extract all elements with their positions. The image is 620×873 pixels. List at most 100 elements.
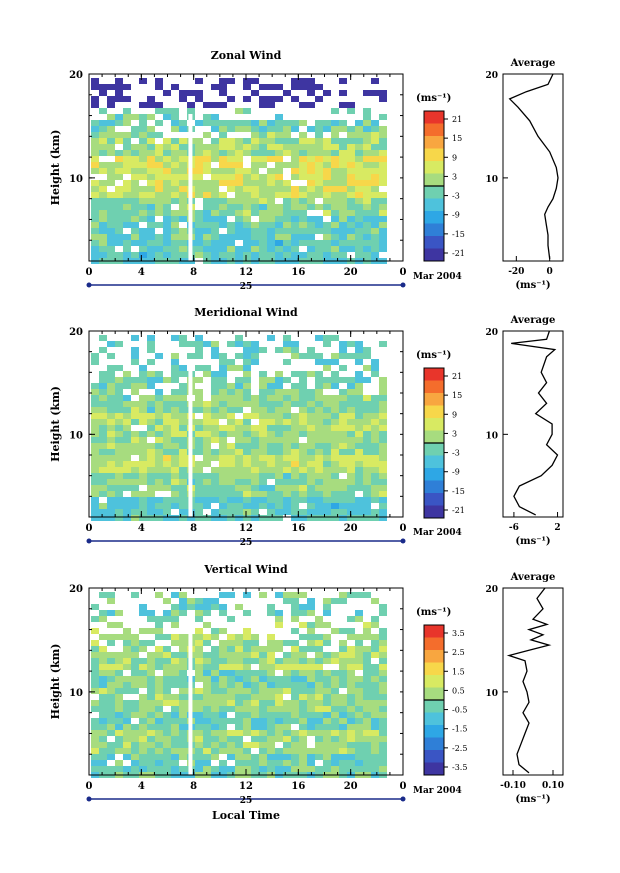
heatmap-cell xyxy=(339,347,347,353)
heatmap-cell xyxy=(171,186,179,192)
heatmap-cell xyxy=(147,664,155,670)
heatmap-cell xyxy=(139,413,147,419)
heatmap-cell xyxy=(147,724,155,730)
heatmap-cell xyxy=(107,664,115,670)
heatmap-cell xyxy=(179,96,187,102)
heatmap-cell xyxy=(355,156,363,162)
heatmap-cell xyxy=(251,437,259,443)
heatmap-cell xyxy=(107,204,115,210)
heatmap-cell xyxy=(259,252,267,258)
heatmap-cell xyxy=(139,192,147,198)
heatmap-cell xyxy=(179,515,187,521)
heatmap-cell xyxy=(259,718,267,724)
heatmap-cell xyxy=(179,736,187,742)
heatmap-cell xyxy=(339,156,347,162)
heatmap-cell xyxy=(203,120,211,126)
heatmap-cell xyxy=(355,126,363,132)
colorbar-swatch xyxy=(424,443,444,456)
heatmap-cell xyxy=(363,700,371,706)
heatmap-cell xyxy=(195,443,203,449)
heatmap-cell xyxy=(211,126,219,132)
heatmap-cell xyxy=(355,730,363,736)
heatmap-cell xyxy=(171,144,179,150)
heatmap-cell xyxy=(283,455,291,461)
heatmap-cell xyxy=(275,718,283,724)
heatmap-cell xyxy=(219,658,227,664)
heatmap-cell xyxy=(307,730,315,736)
heatmap-cell xyxy=(99,485,107,491)
heatmap-cell xyxy=(379,228,387,234)
heatmap-cell xyxy=(275,234,283,240)
heatmap-cell xyxy=(179,443,187,449)
heatmap-cell xyxy=(107,222,115,228)
heatmap-cell xyxy=(323,652,331,658)
heatmap-cell xyxy=(323,497,331,503)
heatmap-cell xyxy=(147,132,155,138)
heatmap-cell xyxy=(355,162,363,168)
heatmap-cell xyxy=(139,246,147,252)
heatmap-cell xyxy=(267,198,275,204)
date-month-label: Mar 2004 xyxy=(413,272,462,282)
heatmap-cell xyxy=(219,503,227,509)
heatmap-cell xyxy=(139,682,147,688)
heatmap-cell xyxy=(171,365,179,371)
heatmap-cell xyxy=(347,150,355,156)
heatmap-cell xyxy=(259,395,267,401)
heatmap-cell xyxy=(331,162,339,168)
heatmap-cell xyxy=(355,198,363,204)
heatmap-cell xyxy=(339,515,347,521)
heatmap-cell xyxy=(211,216,219,222)
heatmap-cell xyxy=(163,186,171,192)
heatmap-cell xyxy=(315,694,323,700)
heatmap-cell xyxy=(115,473,123,479)
heatmap-cell xyxy=(259,700,267,706)
heatmap-cell xyxy=(267,640,275,646)
heatmap-cell xyxy=(363,162,371,168)
heatmap-cell xyxy=(331,598,339,604)
heatmap-cell xyxy=(227,670,235,676)
average-frame-1 xyxy=(502,330,564,518)
heatmap-cell xyxy=(291,515,299,521)
heatmap-cell xyxy=(195,377,203,383)
heatmap-cell xyxy=(115,706,123,712)
heatmap-cell xyxy=(131,216,139,222)
heatmap-cell xyxy=(163,401,171,407)
heatmap-cell xyxy=(179,252,187,258)
heatmap-cell xyxy=(171,371,179,377)
heatmap-cell xyxy=(115,718,123,724)
heatmap-cell xyxy=(107,467,115,473)
heatmap-cell xyxy=(355,754,363,760)
heatmap-cell xyxy=(355,353,363,359)
heatmap-cell xyxy=(131,724,139,730)
heatmap-cell xyxy=(139,730,147,736)
heatmap-cell xyxy=(163,437,171,443)
heatmap-cell xyxy=(339,497,347,503)
heatmap-cell xyxy=(179,150,187,156)
heatmap-cell xyxy=(291,491,299,497)
heatmap-cell xyxy=(107,425,115,431)
heatmap-cell xyxy=(347,455,355,461)
heatmap-cell xyxy=(211,347,219,353)
heatmap-cell xyxy=(155,431,163,437)
heatmap-cell xyxy=(371,497,379,503)
heatmap-cell xyxy=(291,353,299,359)
heatmap-cell xyxy=(283,598,291,604)
heatmap-cell xyxy=(379,443,387,449)
heatmap-cell xyxy=(363,592,371,598)
heatmap-cell xyxy=(147,401,155,407)
heatmap-cell xyxy=(107,174,115,180)
heatmap-cell xyxy=(147,718,155,724)
heatmap-cell xyxy=(163,144,171,150)
heatmap-cell xyxy=(211,652,219,658)
heatmap-cell xyxy=(219,485,227,491)
heatmap-cell xyxy=(275,383,283,389)
heatmap-cell xyxy=(203,419,211,425)
heatmap-cell xyxy=(243,634,251,640)
heatmap-cell xyxy=(179,234,187,240)
heatmap-cell xyxy=(195,712,203,718)
heatmap-cell xyxy=(99,222,107,228)
heatmap-cell xyxy=(211,168,219,174)
heatmap-cell xyxy=(235,652,243,658)
heatmap-cell xyxy=(243,246,251,252)
heatmap-cell xyxy=(211,198,219,204)
